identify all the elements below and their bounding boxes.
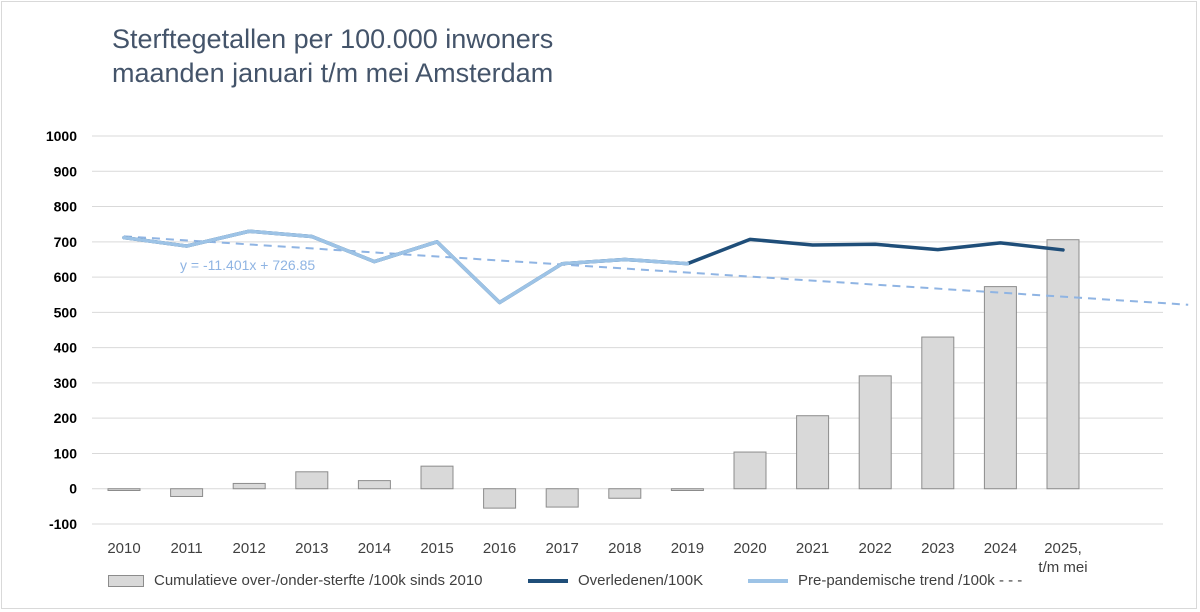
y-tick-label: 300 (54, 375, 78, 391)
bar (170, 488, 204, 497)
chart-title-line-1: Sterftegetallen per 100.000 inwoners (112, 24, 554, 54)
bar (483, 488, 517, 509)
y-tick-label: 100 (54, 445, 78, 461)
trendline (123, 235, 1189, 306)
y-tick-label: 700 (54, 234, 78, 250)
bar (1046, 239, 1080, 490)
legend-label-overleden: Overledenen/100K (578, 572, 704, 589)
y-tick-label: 0 (69, 481, 77, 497)
x-tick-label: 2011 (170, 540, 202, 557)
bar (983, 286, 1017, 490)
y-tick-label: 400 (54, 340, 78, 356)
x-tick-label: 2021 (796, 540, 829, 557)
chart-title: Sterftegetallen per 100.000 inwoners maa… (112, 22, 553, 90)
bar (670, 488, 704, 491)
x-tick-label: 2024 (984, 540, 1017, 557)
bar (921, 336, 955, 490)
x-tick-label: 2010 (107, 540, 140, 557)
y-tick-label: 1000 (46, 128, 77, 144)
bar (858, 375, 892, 490)
legend-swatch-overleden (528, 578, 568, 583)
bar (107, 488, 141, 491)
x-tick-label: 2015 (420, 540, 453, 557)
x-tick-label: t/m mei (1038, 559, 1087, 576)
bar (232, 482, 266, 490)
x-tick-label: 2022 (859, 540, 892, 557)
y-tick-label: 200 (54, 410, 78, 426)
x-tick-label: 2025, (1044, 540, 1082, 557)
x-tick-label: 2014 (358, 540, 391, 557)
legend-item-bars: Cumulatieve over-/onder-sterfte /100k si… (108, 572, 483, 589)
x-tick-label: 2013 (295, 540, 328, 557)
bar (733, 451, 767, 490)
x-tick-label: 2020 (733, 540, 766, 557)
y-tick-label: 500 (54, 304, 78, 320)
series-line-prepandemic (122, 229, 690, 305)
y-tick-label: 900 (54, 163, 78, 179)
x-tick-label: 2018 (608, 540, 641, 557)
y-tick-label: 600 (54, 269, 78, 285)
legend-item-prepandemic: Pre-pandemische trend /100k - - - (748, 572, 1022, 589)
chart-title-line-2: maanden januari t/m mei Amsterdam (112, 58, 554, 88)
x-tick-label: 2012 (233, 540, 266, 557)
legend-item-overleden: Overledenen/100K (528, 572, 703, 589)
legend-label-bars: Cumulatieve over-/onder-sterfte /100k si… (154, 572, 483, 589)
legend-label-prepandemic: Pre-pandemische trend /100k - - - (798, 572, 1023, 589)
x-tick-label: 2016 (483, 540, 516, 557)
trendline-label: y = -11.401x + 726.85 (180, 257, 315, 273)
x-tick-label: 2017 (546, 540, 579, 557)
x-tick-label: 2019 (671, 540, 704, 557)
y-tick-label: 800 (54, 199, 78, 215)
legend: Cumulatieve over-/onder-sterfte /100k si… (108, 572, 1168, 594)
x-tick-label: 2023 (921, 540, 954, 557)
bar (420, 465, 454, 490)
legend-swatch-bars (108, 574, 144, 587)
bar (545, 488, 579, 508)
bar (295, 471, 329, 490)
bar (608, 488, 642, 499)
bar (796, 415, 830, 490)
bar (357, 480, 391, 490)
legend-swatch-prepandemic (748, 578, 788, 583)
y-tick-label: -100 (49, 516, 77, 532)
